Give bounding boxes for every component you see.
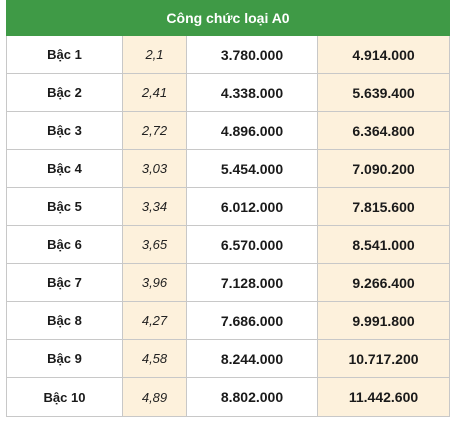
salary-table: Công chức loại A0 Bậc 1 2,1 3.780.000 4.… [5,0,451,417]
table-row: Bậc 3 2,72 4.896.000 6.364.800 [6,111,451,150]
total-salary-cell: 4.914.000 [316,35,451,74]
level-cell: Bậc 6 [6,225,123,264]
base-salary-cell: 7.686.000 [186,301,318,340]
total-salary-cell: 9.266.400 [316,263,451,302]
level-cell: Bậc 3 [6,111,123,150]
base-salary-cell: 6.012.000 [186,187,318,226]
coefficient-cell: 2,41 [122,73,187,112]
total-salary-cell: 5.639.400 [316,73,451,112]
table-row: Bậc 8 4,27 7.686.000 9.991.800 [6,301,451,340]
coefficient-cell: 3,65 [122,225,187,264]
salary-table-container: Công chức loại A0 Bậc 1 2,1 3.780.000 4.… [5,0,451,417]
table-title-row: Công chức loại A0 [5,0,451,36]
coefficient-cell: 2,1 [122,35,187,74]
base-salary-cell: 4.896.000 [186,111,318,150]
coefficient-cell: 4,58 [122,339,187,378]
table-title: Công chức loại A0 [5,0,451,36]
table-row: Bậc 1 2,1 3.780.000 4.914.000 [6,35,451,74]
coefficient-cell: 2,72 [122,111,187,150]
table-row: Bậc 5 3,34 6.012.000 7.815.600 [6,187,451,226]
total-salary-cell: 8.541.000 [316,225,451,264]
level-cell: Bậc 8 [6,301,123,340]
total-salary-cell: 11.442.600 [316,377,451,417]
level-cell: Bậc 5 [6,187,123,226]
coefficient-cell: 3,96 [122,263,187,302]
total-salary-cell: 7.815.600 [316,187,451,226]
table-row: Bậc 7 3,96 7.128.000 9.266.400 [6,263,451,302]
table-row: Bậc 2 2,41 4.338.000 5.639.400 [6,73,451,112]
base-salary-cell: 7.128.000 [186,263,318,302]
coefficient-cell: 4,27 [122,301,187,340]
coefficient-cell: 3,34 [122,187,187,226]
coefficient-cell: 4,89 [122,377,187,417]
base-salary-cell: 5.454.000 [186,149,318,188]
table-row: Bậc 10 4,89 8.802.000 11.442.600 [6,377,451,417]
total-salary-cell: 10.717.200 [316,339,451,378]
total-salary-cell: 7.090.200 [316,149,451,188]
base-salary-cell: 6.570.000 [186,225,318,264]
level-cell: Bậc 7 [6,263,123,302]
base-salary-cell: 3.780.000 [186,35,318,74]
level-cell: Bậc 4 [6,149,123,188]
level-cell: Bậc 1 [6,35,123,74]
level-cell: Bậc 9 [6,339,123,378]
table-row: Bậc 9 4,58 8.244.000 10.717.200 [6,339,451,378]
total-salary-cell: 6.364.800 [316,111,451,150]
coefficient-cell: 3,03 [122,149,187,188]
base-salary-cell: 8.244.000 [186,339,318,378]
table-body: Bậc 1 2,1 3.780.000 4.914.000 Bậc 2 2,41… [6,35,451,417]
table-row: Bậc 6 3,65 6.570.000 8.541.000 [6,225,451,264]
base-salary-cell: 4.338.000 [186,73,318,112]
total-salary-cell: 9.991.800 [316,301,451,340]
base-salary-cell: 8.802.000 [186,377,318,417]
table-row: Bậc 4 3,03 5.454.000 7.090.200 [6,149,451,188]
level-cell: Bậc 2 [6,73,123,112]
level-cell: Bậc 10 [6,377,123,417]
